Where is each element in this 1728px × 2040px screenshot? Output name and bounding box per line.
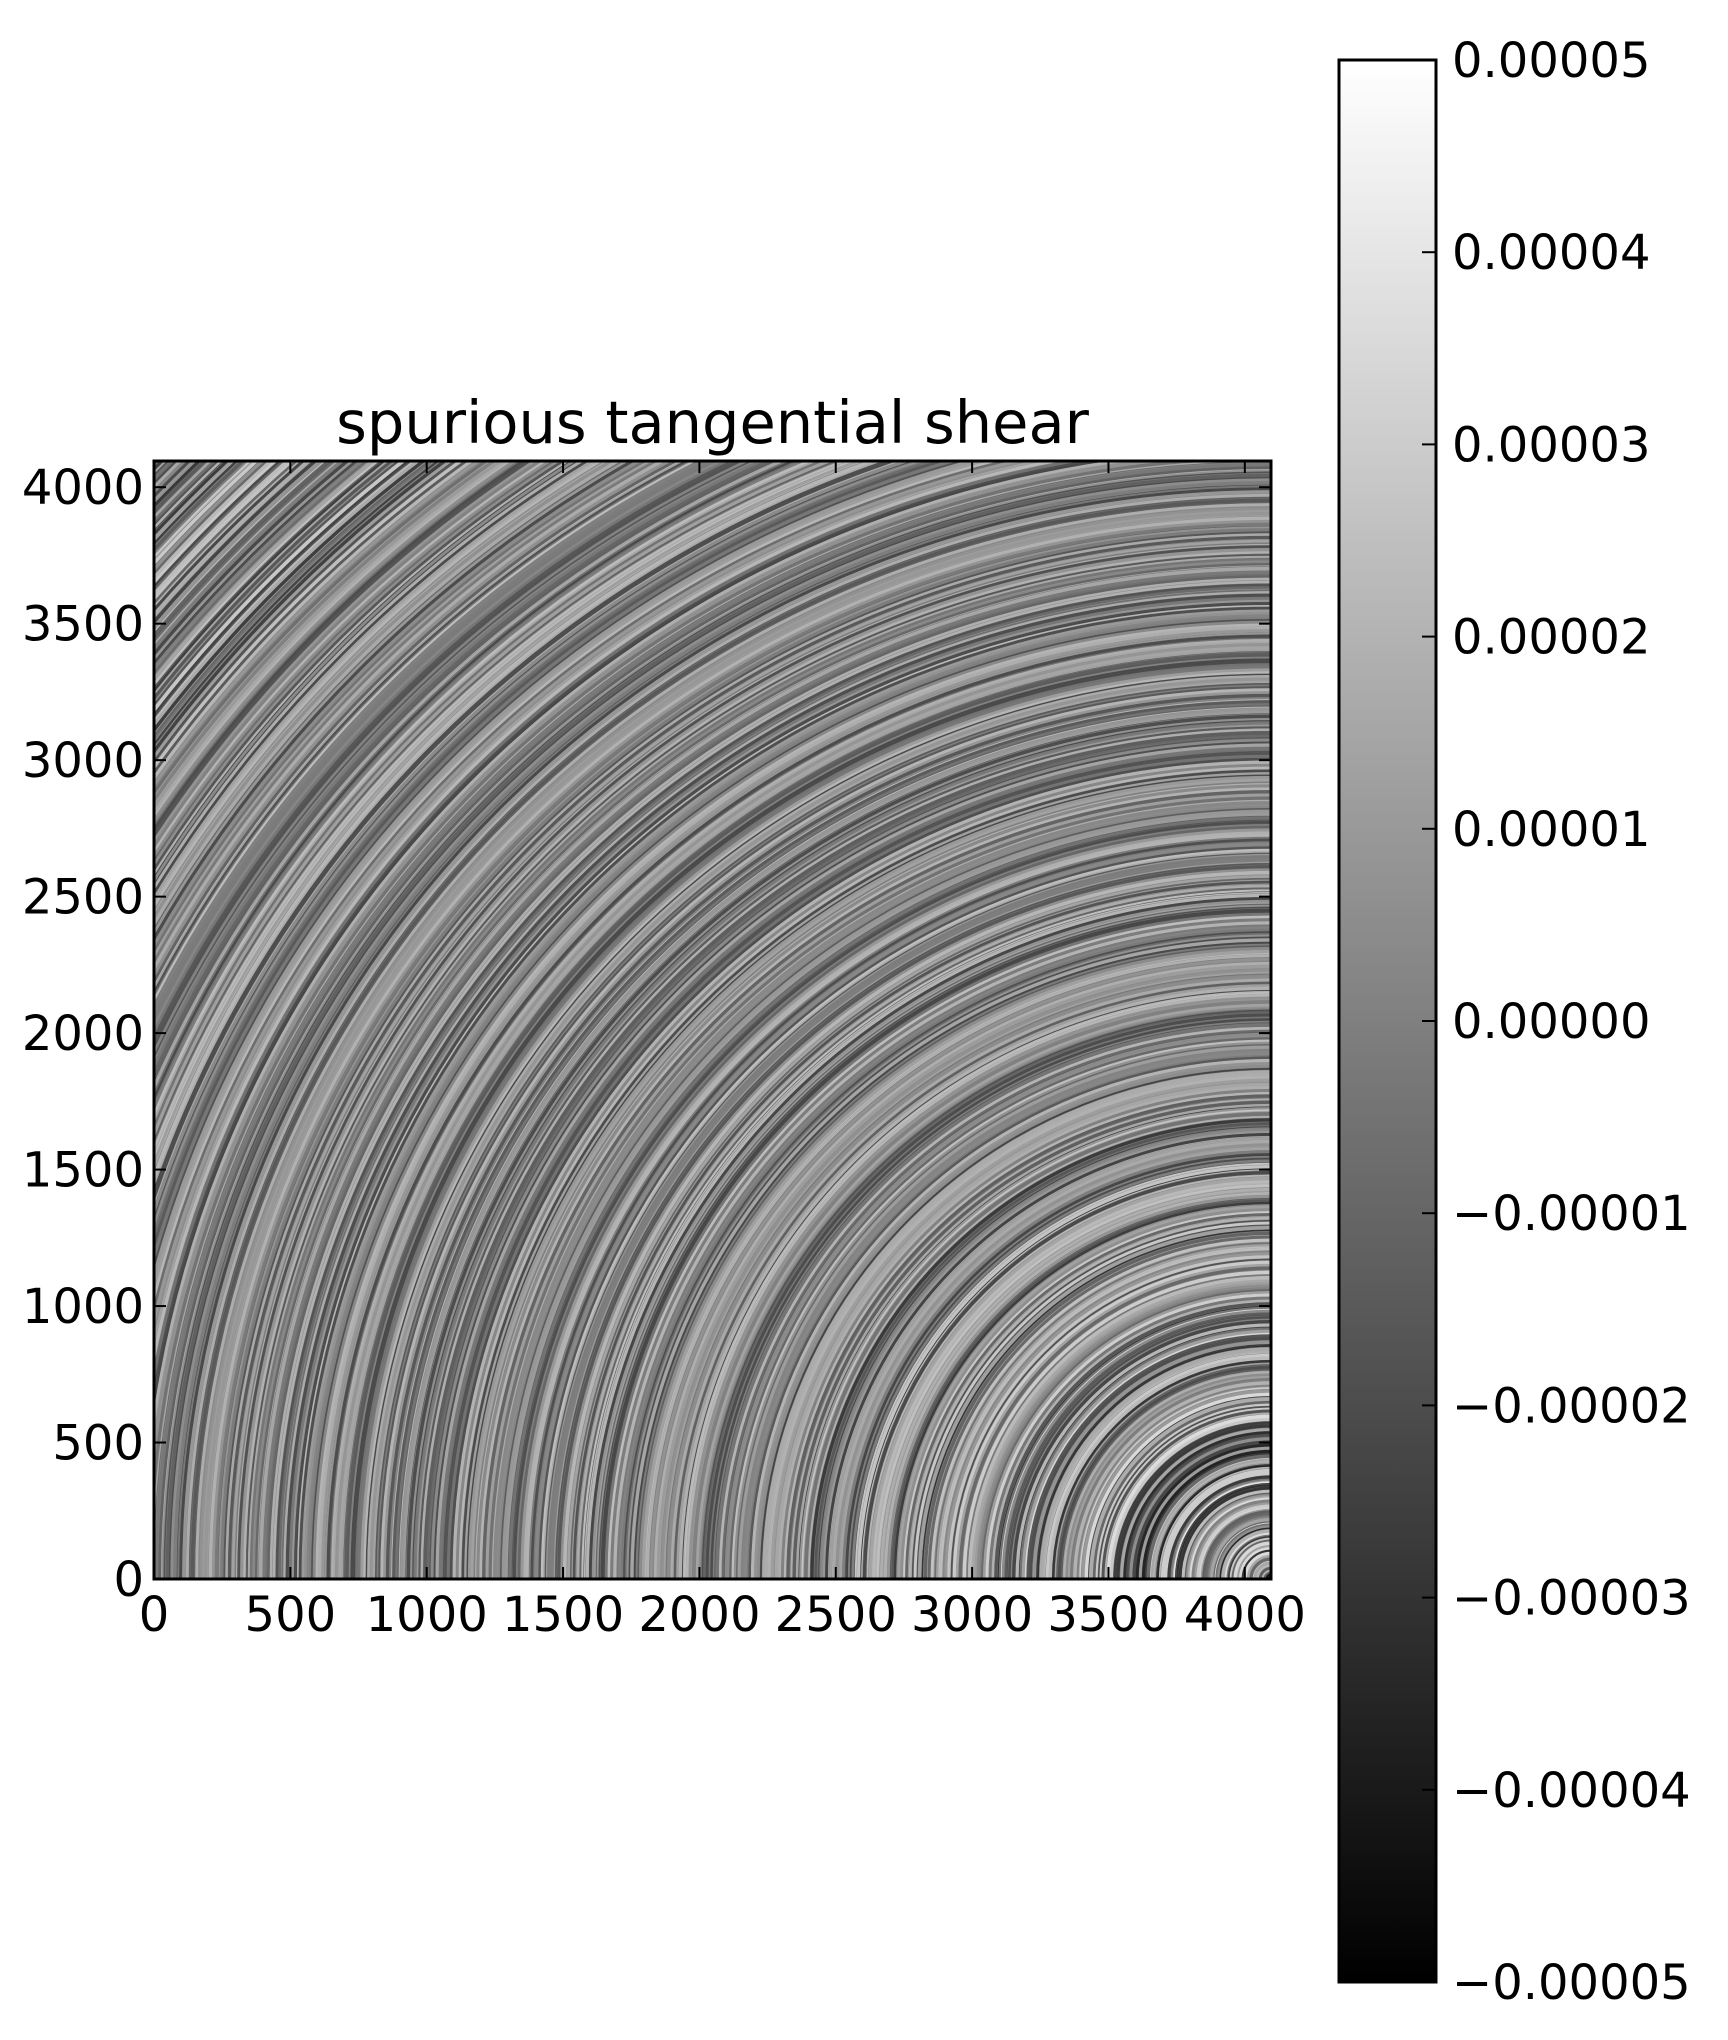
colorbar-tick-label: 0.00002 — [1452, 610, 1651, 666]
colorbar-tick-label: −0.00002 — [1452, 1378, 1691, 1434]
colorbar-tick-label: 0.00004 — [1452, 225, 1651, 281]
y-tick-label: 1500 — [22, 1143, 144, 1199]
x-tick-label: 0 — [139, 1587, 170, 1643]
y-tick-label: 4000 — [22, 460, 144, 516]
chart-title: spurious tangential shear — [336, 388, 1089, 457]
y-tick-label: 2000 — [22, 1006, 144, 1062]
colorbar-tick-label: −0.00003 — [1452, 1571, 1691, 1627]
colorbar-tick-label: 0.00000 — [1452, 994, 1651, 1050]
colorbar: −0.00005 −0.00004 −0.00003 −0.00002 −0.00001… — [1337, 33, 1691, 2011]
colorbar-tick-label: 0.00001 — [1452, 802, 1651, 858]
x-tick-label: 2000 — [638, 1587, 760, 1643]
x-tick-label: 4000 — [1184, 1587, 1306, 1643]
x-tick-label: 2500 — [775, 1587, 897, 1643]
plot-frame — [152, 459, 1273, 1581]
x-tick-label: 3500 — [1047, 1587, 1169, 1643]
colorbar-tick-label: 0.00005 — [1452, 33, 1651, 89]
y-tick-label: 1000 — [22, 1279, 144, 1335]
x-tick-label: 1500 — [502, 1587, 624, 1643]
colorbar-tick-label: −0.00005 — [1452, 1955, 1691, 2011]
y-tick-label: 3500 — [22, 597, 144, 653]
y-tick-label: 3000 — [22, 733, 144, 789]
x-axis: 0 500 1000 1500 2000 2500 3000 3500 4000 — [139, 461, 1306, 1643]
colorbar-tick-label: −0.00001 — [1452, 1186, 1691, 1242]
colorbar-tick-label: 0.00003 — [1452, 417, 1651, 473]
colorbar-tick-label: −0.00004 — [1452, 1763, 1691, 1819]
y-tick-label: 2500 — [22, 870, 144, 926]
y-tick-label: 500 — [52, 1416, 144, 1472]
y-axis: 0 500 1000 1500 2000 2500 3000 3500 4000 — [22, 460, 1271, 1608]
colorbar-scale — [1337, 58, 1438, 1984]
y-tick-label: 0 — [113, 1552, 144, 1608]
colorbar-ticks: −0.00005 −0.00004 −0.00003 −0.00002 −0.00001… — [1422, 33, 1691, 2011]
x-tick-label: 500 — [245, 1587, 337, 1643]
x-tick-label: 3000 — [911, 1587, 1033, 1643]
x-tick-label: 1000 — [366, 1587, 488, 1643]
